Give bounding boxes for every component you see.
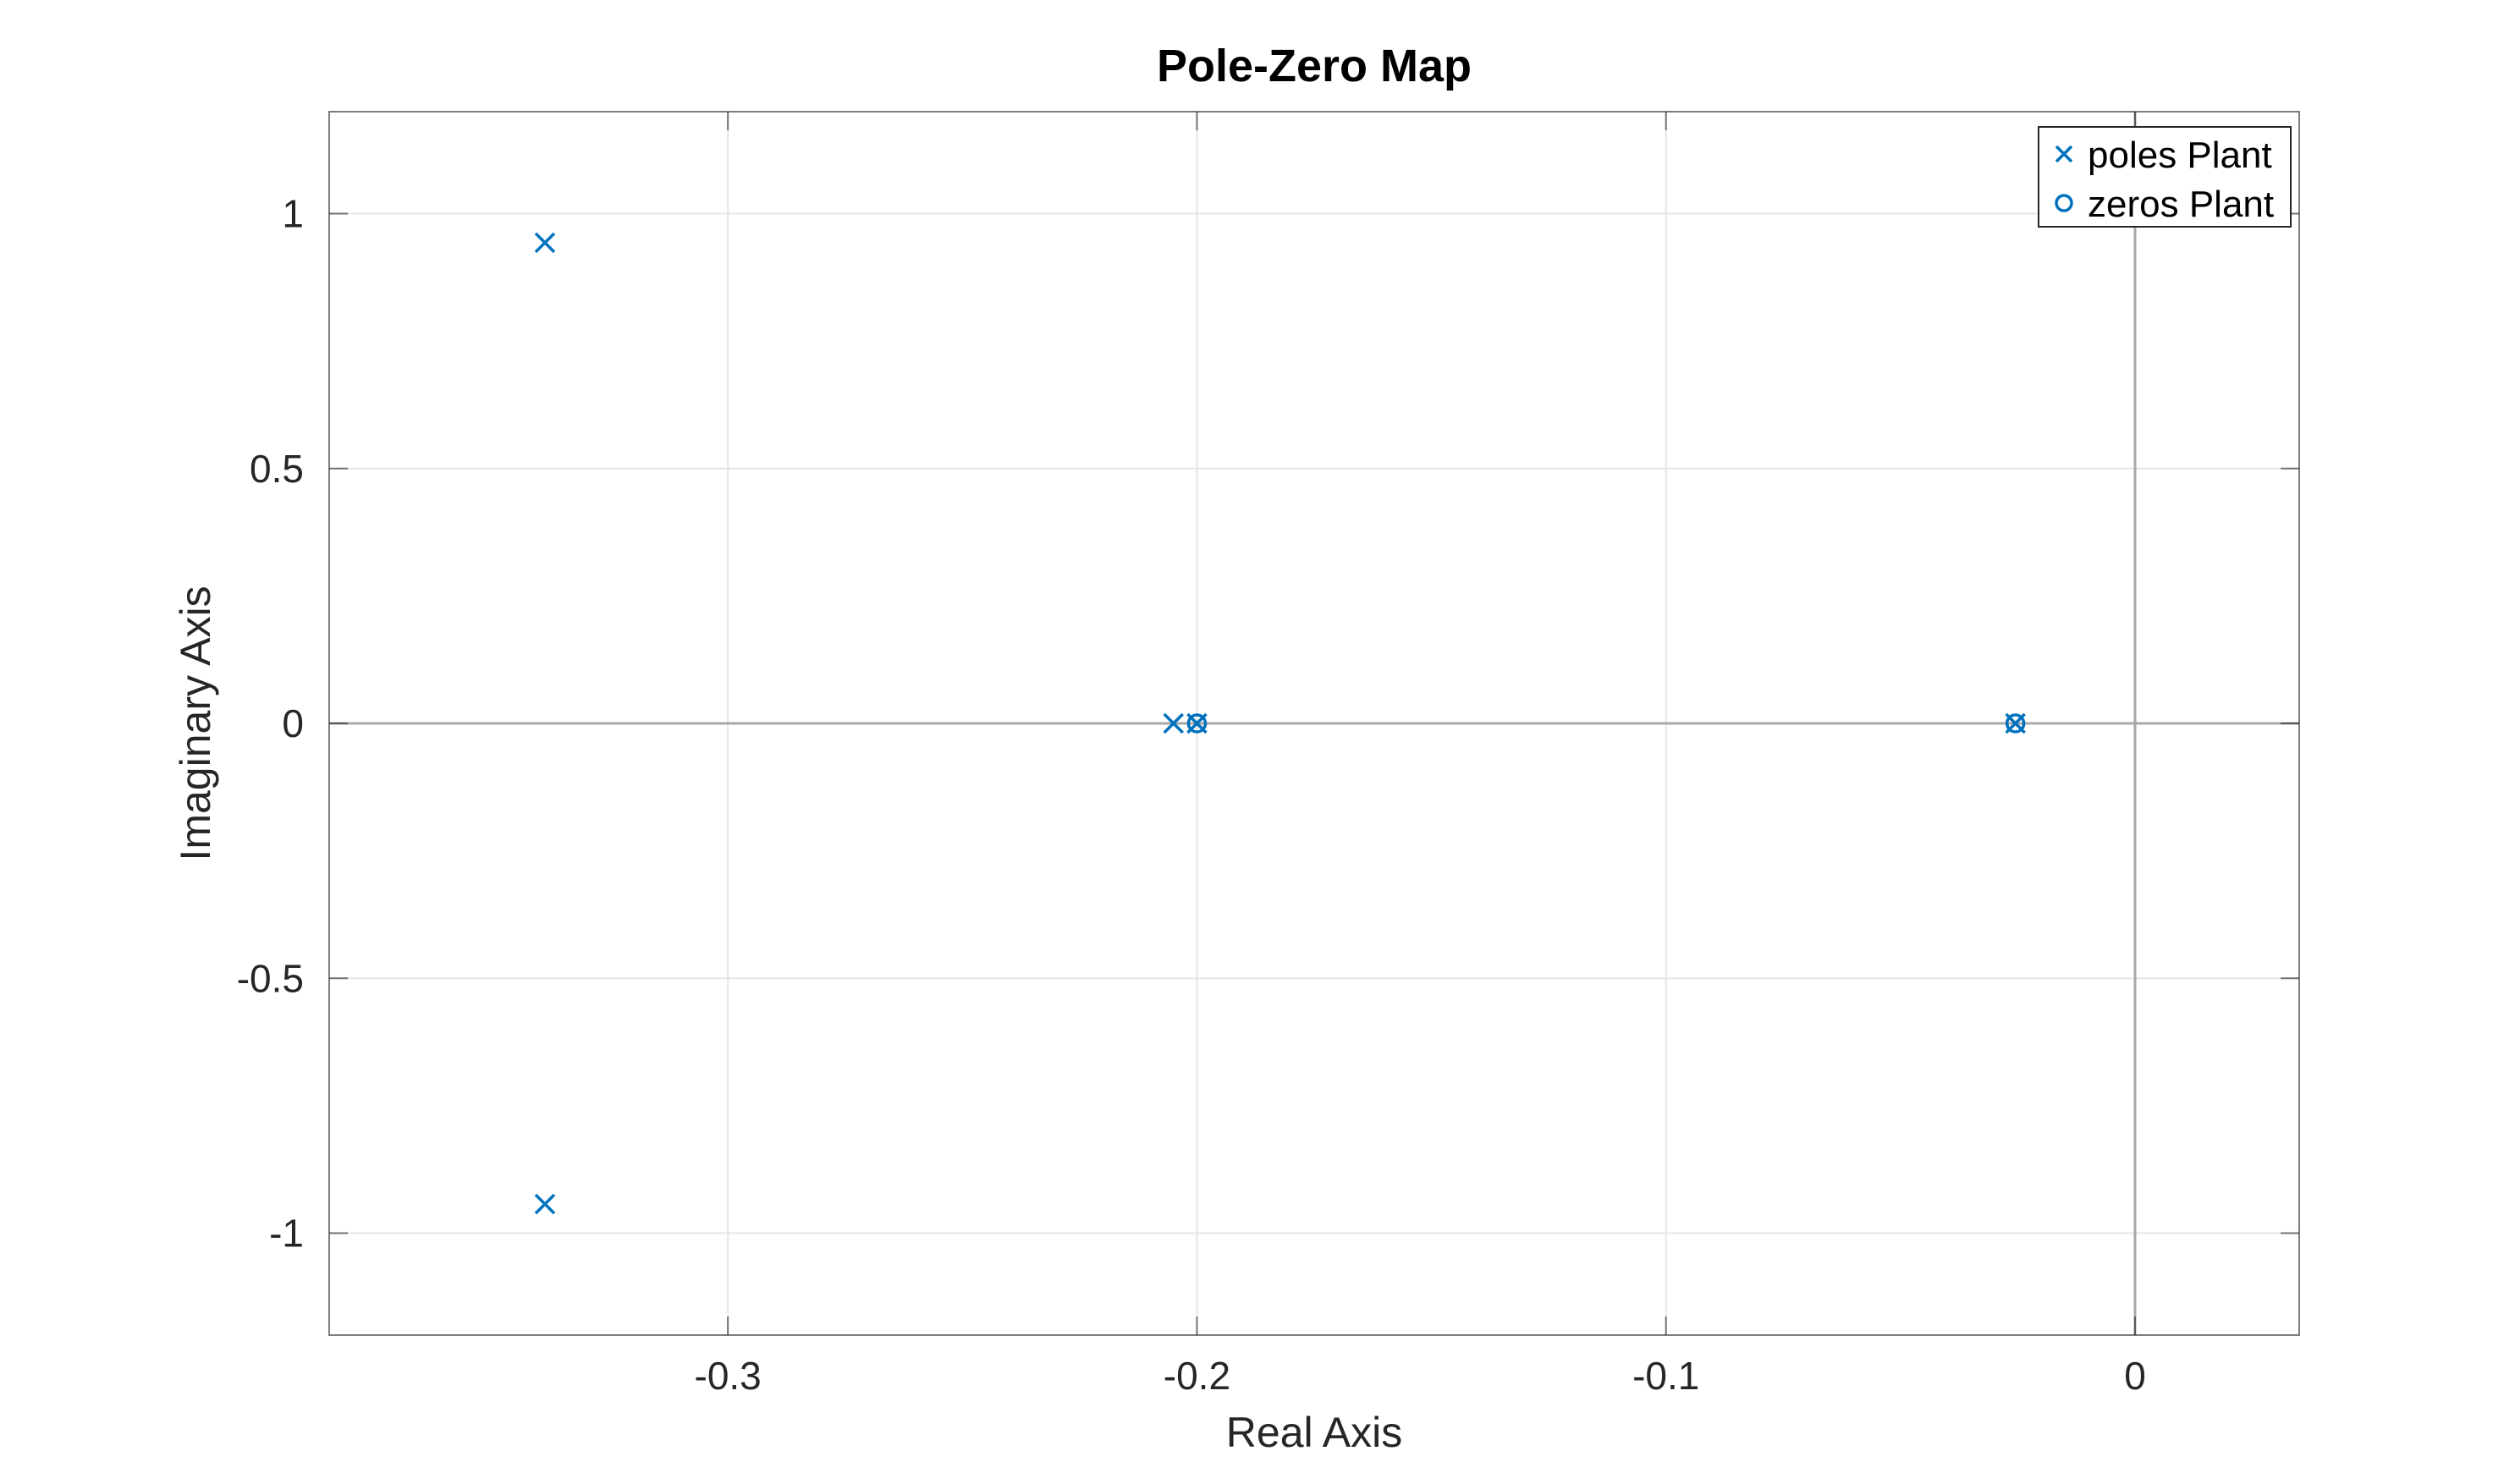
x-tick-label: -0.1 bbox=[1632, 1354, 1699, 1398]
x-tick-label: -0.2 bbox=[1164, 1354, 1230, 1398]
y-tick-label: -0.5 bbox=[237, 956, 304, 1000]
x-marker-stroke bbox=[534, 232, 556, 254]
y-tick-label: -1 bbox=[269, 1212, 304, 1256]
x-tick-label: 0 bbox=[2124, 1354, 2146, 1398]
zero-marker bbox=[1186, 713, 1208, 734]
axis-ticks: -0.3 -0.2 -0.1 0 -1 -0.5 0 0.5 1 bbox=[237, 112, 2299, 1398]
pole-marker bbox=[534, 1193, 556, 1215]
pole-marker bbox=[534, 232, 556, 254]
chart-title: Pole-Zero Map bbox=[1157, 41, 1472, 91]
y-axis-label: Imaginary Axis bbox=[172, 585, 219, 860]
data-marks bbox=[534, 232, 2026, 1215]
zero-lines bbox=[329, 112, 2299, 1335]
x-axis-label: Real Axis bbox=[1226, 1409, 1402, 1456]
legend-zeros-icon bbox=[2055, 194, 2073, 212]
pole-marker bbox=[1163, 712, 1184, 734]
x-marker-stroke bbox=[534, 1193, 556, 1215]
y-tick-label: 1 bbox=[282, 192, 304, 236]
legend-label: poles Plant bbox=[2088, 135, 2272, 176]
x-tick-label: -0.3 bbox=[695, 1354, 762, 1398]
legend-box bbox=[2038, 126, 2292, 228]
legend-poles-icon bbox=[2055, 145, 2073, 163]
y-tick-label: 0.5 bbox=[250, 447, 304, 491]
x-marker-stroke bbox=[2055, 145, 2073, 163]
y-tick-label: 0 bbox=[282, 701, 304, 745]
zero-marker bbox=[2005, 713, 2026, 734]
legend-label: zeros Plant bbox=[2088, 184, 2274, 225]
x-marker-stroke bbox=[1163, 712, 1184, 734]
legend: poles Plant zeros Plant bbox=[2038, 126, 2292, 228]
